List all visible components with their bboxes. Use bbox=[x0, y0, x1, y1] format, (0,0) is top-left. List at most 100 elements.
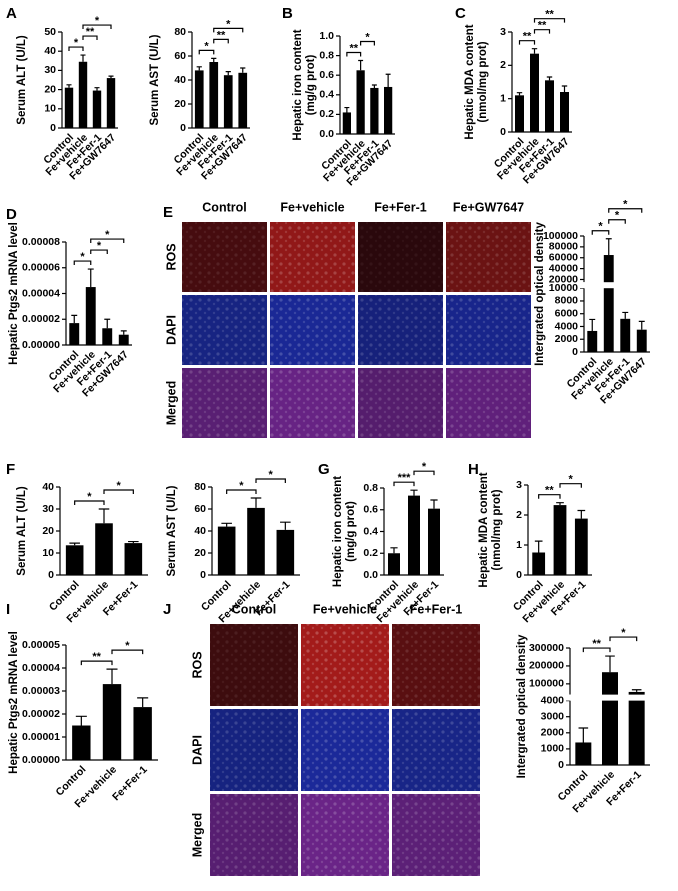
bar bbox=[217, 526, 236, 575]
significance-bracket bbox=[393, 481, 415, 487]
error-bar bbox=[106, 668, 118, 685]
bar bbox=[102, 684, 122, 760]
significance-label: * bbox=[621, 627, 626, 639]
error-bar bbox=[87, 268, 94, 288]
bar bbox=[553, 505, 567, 575]
significance-bracket bbox=[73, 260, 92, 266]
bar bbox=[102, 328, 113, 345]
significance-label: * bbox=[615, 210, 620, 222]
y-tick-label: 3 bbox=[516, 479, 522, 491]
panel-letter: G bbox=[318, 461, 330, 478]
significance-bracket bbox=[82, 35, 98, 41]
panel-letter: C bbox=[455, 5, 466, 22]
y-tick-label: 100000 bbox=[529, 678, 564, 690]
error-bar bbox=[108, 75, 114, 79]
significance-bracket bbox=[360, 40, 375, 46]
y-tick-label: 100000 bbox=[543, 230, 578, 242]
error-bar bbox=[605, 238, 612, 256]
error-bar bbox=[358, 59, 364, 71]
panel-letter: I bbox=[6, 601, 10, 618]
significance-label: * bbox=[87, 491, 92, 503]
error-bar bbox=[94, 87, 100, 91]
bar bbox=[124, 543, 143, 575]
y-tick-label: 300000 bbox=[529, 642, 564, 654]
y-axis-label: Intergrated optical density bbox=[516, 634, 528, 778]
significance-bracket bbox=[213, 38, 229, 44]
significance-label: * bbox=[95, 15, 100, 27]
y-axis-label: (mg/g prot) bbox=[345, 501, 357, 562]
bar bbox=[602, 672, 618, 765]
significance-bracket bbox=[68, 46, 84, 52]
micrograph-texture bbox=[210, 794, 298, 876]
row-header: Merged bbox=[190, 813, 204, 857]
column-header: Fe+Fer-1 bbox=[410, 602, 463, 616]
significance-bracket bbox=[413, 470, 435, 476]
bar bbox=[574, 518, 588, 575]
y-tick-label: 0 bbox=[180, 122, 186, 134]
micrograph-texture bbox=[358, 368, 443, 438]
y-tick-label: 2000 bbox=[555, 333, 579, 345]
micrograph-texture bbox=[446, 368, 531, 438]
error-bar bbox=[66, 84, 72, 88]
bar bbox=[384, 86, 393, 134]
y-axis-label: (mg/g prot) bbox=[305, 54, 317, 115]
significance-bracket bbox=[198, 49, 215, 55]
column-header: Control bbox=[202, 200, 246, 214]
y-tick-label: 2 bbox=[516, 509, 522, 521]
error-bar bbox=[531, 48, 538, 54]
y-axis-label: Serum AST (U/L) bbox=[149, 34, 161, 125]
significance-label: ** bbox=[92, 651, 101, 663]
y-tick-label: 80000 bbox=[549, 241, 578, 253]
micrograph-texture bbox=[270, 368, 355, 438]
y-tick-label: 40 bbox=[174, 74, 186, 86]
significance-label: ** bbox=[86, 26, 95, 38]
bar bbox=[356, 70, 365, 134]
row-header: DAPI bbox=[190, 735, 204, 765]
y-tick-label: 0.00004 bbox=[22, 662, 60, 674]
micrograph-texture bbox=[301, 794, 389, 876]
y-axis-label: Hepatic Ptgs2 mRNA level bbox=[8, 222, 20, 365]
significance-bracket bbox=[90, 249, 108, 255]
y-axis-label: Intergrated optical density bbox=[534, 222, 546, 366]
bar bbox=[628, 691, 645, 765]
y-tick-label: 1.0 bbox=[319, 30, 334, 42]
significance-label: * bbox=[80, 251, 85, 263]
y-tick-label: 40 bbox=[44, 45, 56, 57]
row-header: ROS bbox=[164, 243, 178, 270]
significance-bracket bbox=[608, 219, 626, 224]
bar bbox=[118, 334, 129, 345]
micrograph-texture bbox=[270, 222, 355, 292]
significance-bracket bbox=[226, 489, 257, 494]
error-bar bbox=[516, 92, 523, 96]
error-bar bbox=[556, 502, 564, 506]
micrograph-texture bbox=[301, 624, 389, 706]
significance-bracket bbox=[346, 51, 362, 57]
significance-bracket bbox=[608, 208, 643, 213]
error-bar bbox=[589, 318, 596, 331]
bar bbox=[72, 725, 91, 760]
bar bbox=[428, 508, 440, 575]
panel-letter: B bbox=[282, 5, 293, 22]
significance-label: ** bbox=[538, 20, 547, 32]
error-bar bbox=[211, 57, 217, 62]
y-tick-label: 0.2 bbox=[319, 108, 334, 120]
bar bbox=[530, 53, 539, 132]
micrograph-texture bbox=[182, 295, 267, 365]
y-axis-label: (nmol/mg prot) bbox=[491, 489, 503, 570]
error-bar bbox=[196, 66, 202, 71]
significance-label: * bbox=[623, 199, 628, 211]
bar bbox=[276, 529, 295, 575]
y-tick-label: 0.00000 bbox=[22, 339, 60, 351]
micrograph-texture bbox=[392, 624, 480, 706]
y-tick-label: 3000 bbox=[541, 710, 565, 722]
error-bar bbox=[638, 320, 645, 330]
row-header: DAPI bbox=[164, 315, 178, 345]
bar bbox=[209, 62, 219, 128]
bar bbox=[545, 80, 554, 132]
significance-label: * bbox=[105, 229, 110, 241]
bar bbox=[388, 553, 400, 575]
bar bbox=[560, 92, 569, 132]
bar bbox=[620, 318, 631, 352]
bar bbox=[587, 330, 598, 352]
